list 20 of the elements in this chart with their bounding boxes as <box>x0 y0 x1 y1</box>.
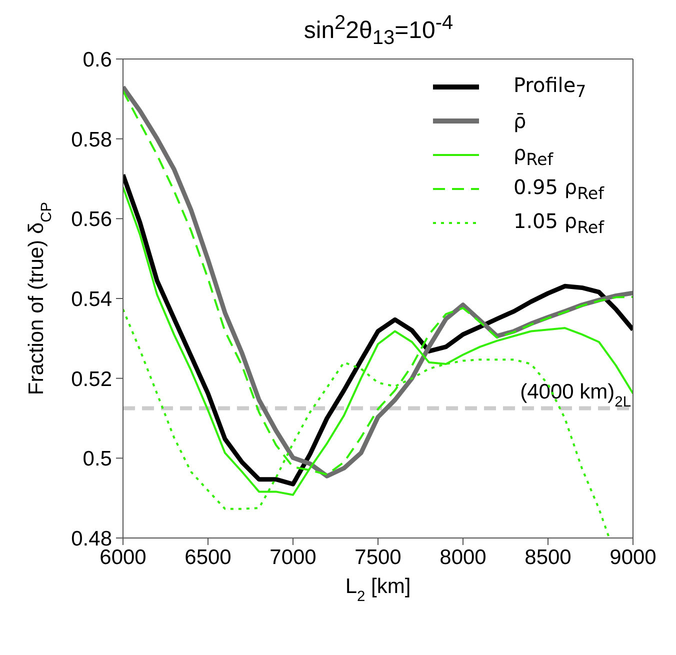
legend-label: ρ$_{Ref}$ <box>513 141 554 169</box>
y-tick-label: 0.6 <box>82 48 112 72</box>
y-tick-label: 0.56 <box>71 208 112 232</box>
x-tick-label: 6500 <box>184 546 232 569</box>
x-tick-label: 7000 <box>270 546 316 569</box>
x-tick-label: 8000 <box>440 546 486 569</box>
legend-label: 1.05 ρ$_{Ref}$ <box>513 209 604 237</box>
x-tick-label: 8500 <box>524 546 572 569</box>
y-tick-label: 0.52 <box>71 368 112 391</box>
y-tick-label: 0.5 <box>82 448 112 471</box>
x-tick-label: 7500 <box>354 546 402 569</box>
ref-line-label: (4000 km)$_{2L}$ <box>520 380 631 410</box>
legend-label: ρ̄ <box>513 109 526 133</box>
x-axis-title: L$_{2}$ [km] <box>345 575 411 605</box>
y-tick-label: 0.54 <box>71 288 112 311</box>
legend-label: 0.95 ρ$_{Ref}$ <box>513 175 604 203</box>
x-tick-label: 9000 <box>610 546 656 569</box>
chart-title: sin$^{2}$2θ$_{13}$=10$^{-4}$ <box>302 12 454 50</box>
y-tick-label: 0.58 <box>71 128 112 152</box>
legend-label: Profile$_{7}$ <box>513 73 586 101</box>
